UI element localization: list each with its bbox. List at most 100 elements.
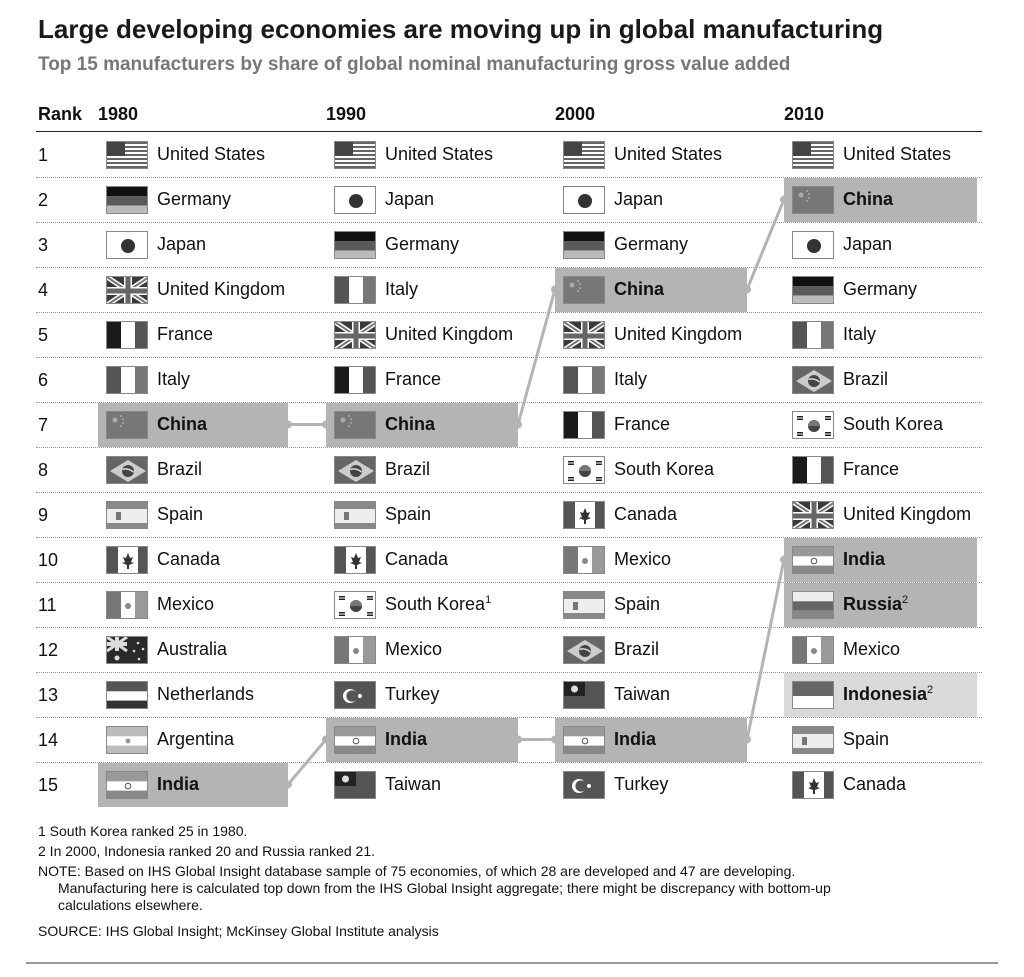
germany-flag-icon: [563, 230, 605, 259]
country-name: United States: [843, 144, 951, 165]
country-label: United States: [157, 144, 266, 164]
france-flag-icon: [334, 365, 376, 394]
row-separator: [36, 762, 982, 763]
turkey-flag-icon: [563, 770, 605, 799]
rank-number: 13: [38, 685, 59, 705]
country-name: United Kingdom: [157, 279, 285, 300]
indonesia-flag-icon: [792, 680, 834, 709]
country-name: Brazil: [614, 639, 659, 660]
footnote-marker: 2: [902, 594, 909, 606]
table-cell: China: [563, 267, 664, 312]
rank-number: 11: [38, 595, 57, 615]
japan-flag-icon: [563, 185, 605, 214]
table-cell: Brazil: [792, 357, 888, 402]
connector-india: [286, 738, 328, 786]
country-name: Germany: [385, 234, 459, 255]
connector-dot: [780, 555, 788, 564]
china-flag-icon: [106, 410, 148, 439]
connector-dot: [322, 735, 330, 744]
connector-dot: [743, 735, 751, 744]
table-cell: Mexico: [334, 627, 442, 672]
rank-number: 15: [38, 775, 59, 795]
uk-flag-icon: [334, 320, 376, 349]
canada-flag-icon: [334, 545, 376, 574]
table-cell: Spain: [334, 492, 431, 537]
row-separator: [36, 402, 982, 403]
russia-flag-icon: [792, 590, 834, 619]
taiwan-flag-icon: [334, 770, 376, 799]
rank-number: 2: [38, 190, 49, 210]
table-cell: Netherlands: [106, 672, 254, 717]
country-label: United States: [843, 144, 952, 164]
country-name: Canada: [385, 549, 448, 570]
table-cell: Spain: [792, 717, 889, 762]
table-cell: Italy: [334, 267, 418, 312]
table-cell: Japan: [792, 222, 892, 267]
row-separator: [36, 447, 982, 448]
row-separator: [36, 357, 982, 358]
country-name: Italy: [614, 369, 647, 390]
table-cell: France: [106, 312, 213, 357]
mexico-flag-icon: [563, 545, 605, 574]
country-label: Germany: [614, 234, 689, 254]
table-cell: United States: [106, 132, 265, 177]
row-separator: [36, 222, 982, 223]
brazil-flag-icon: [334, 455, 376, 484]
country-label: United Kingdom: [614, 324, 743, 344]
header-2010: 2010: [784, 104, 825, 124]
country-label: China: [614, 279, 665, 299]
spain-flag-icon: [334, 500, 376, 529]
table-cell: United States: [792, 132, 951, 177]
country-name: China: [843, 189, 893, 210]
country-name: France: [614, 414, 670, 435]
taiwan-flag-icon: [563, 680, 605, 709]
connector-china: [745, 198, 786, 291]
country-name: France: [843, 459, 899, 480]
country-label: Spain: [614, 594, 661, 614]
country-label: Japan: [385, 189, 435, 209]
country-label: Australia: [157, 639, 228, 659]
brazil-flag-icon: [792, 365, 834, 394]
country-name: Russia2: [843, 594, 908, 615]
mexico-flag-icon: [106, 590, 148, 619]
table-cell: Brazil: [106, 447, 202, 492]
country-name: Mexico: [385, 639, 442, 660]
china-flag-icon: [334, 410, 376, 439]
germany-flag-icon: [334, 230, 376, 259]
rank-number: 12: [38, 640, 59, 660]
connector-dot: [322, 420, 330, 429]
australia-flag-icon: [106, 635, 148, 664]
country-name: China: [614, 279, 664, 300]
table-cell: Japan: [106, 222, 206, 267]
header-1980: 1980: [98, 104, 139, 124]
table-cell: Spain: [563, 582, 660, 627]
argentina-flag-icon: [106, 725, 148, 754]
country-name: Mexico: [614, 549, 671, 570]
canada-flag-icon: [563, 500, 605, 529]
country-label: Mexico: [157, 594, 215, 614]
table-cell: Turkey: [563, 762, 668, 807]
footnote-2: 2 In 2000, Indonesia ranked 20 and Russi…: [38, 843, 376, 859]
note-line-3: calculations elsewhere.: [58, 897, 203, 913]
bottom-rule: [26, 962, 998, 964]
country-label: Mexico: [385, 639, 443, 659]
country-label: Japan: [614, 189, 664, 209]
row-separator: [36, 177, 982, 178]
table-cell: Taiwan: [334, 762, 441, 807]
india-flag-icon: [106, 770, 148, 799]
header-2000: 2000: [555, 104, 596, 124]
table-cell: United Kingdom: [792, 492, 971, 537]
spain-flag-icon: [563, 590, 605, 619]
netherlands-flag-icon: [106, 680, 148, 709]
spain-flag-icon: [106, 500, 148, 529]
country-name: United Kingdom: [614, 324, 742, 345]
table-cell: Italy: [792, 312, 876, 357]
row-separator: [36, 537, 982, 538]
header-rule: [36, 131, 982, 132]
table-cell: Mexico: [563, 537, 671, 582]
row-separator: [36, 492, 982, 493]
table-cell: United States: [334, 132, 493, 177]
country-label: China: [385, 414, 436, 434]
country-label: Argentina: [157, 729, 235, 749]
india-flag-icon: [334, 725, 376, 754]
